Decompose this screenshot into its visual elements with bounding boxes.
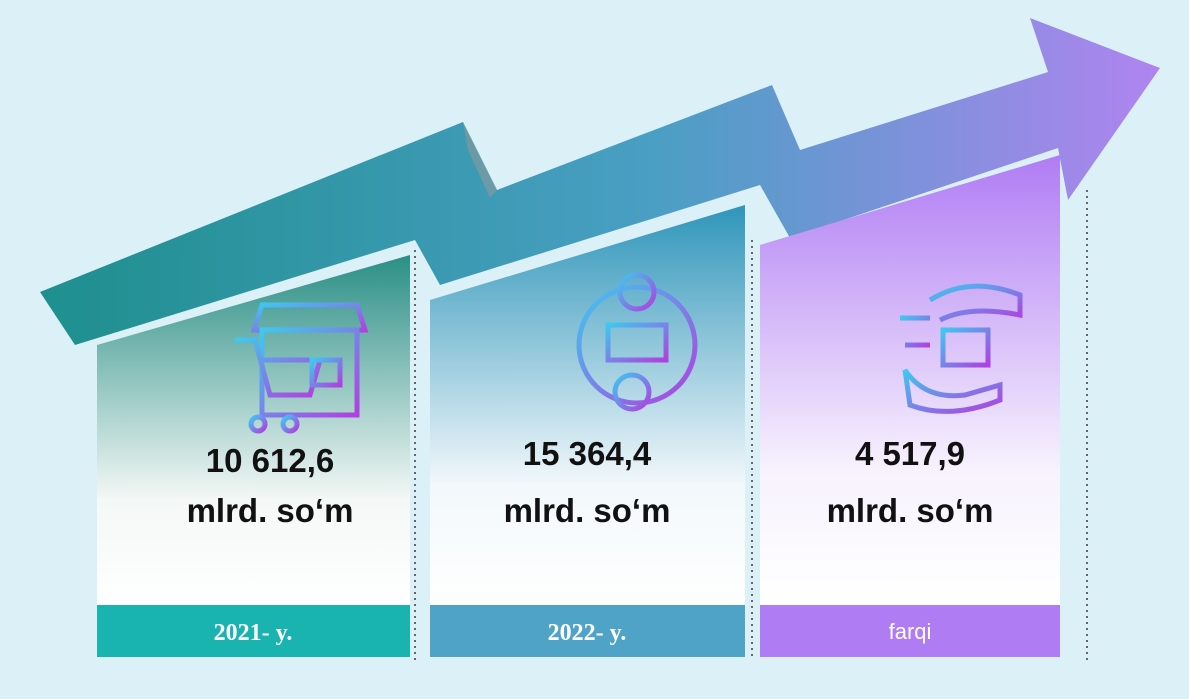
arrow — [40, 18, 1160, 345]
icon-money — [576, 272, 698, 412]
value: 15 364,4 — [523, 435, 652, 472]
unit: mlrd. so‘m — [827, 492, 994, 529]
icon-exchange — [900, 283, 1023, 414]
label: 2022- y. — [548, 620, 627, 646]
value: 4 517,9 — [855, 435, 965, 472]
label-bar — [760, 605, 1060, 657]
unit: mlrd. so‘m — [504, 492, 671, 529]
label: 2021- y. — [214, 620, 293, 646]
label-bar — [430, 605, 745, 657]
label-bar — [97, 605, 410, 657]
panel — [430, 205, 745, 605]
label: farqi — [889, 619, 932, 644]
unit: mlrd. so‘m — [187, 492, 354, 529]
icon-shop — [235, 302, 369, 434]
value: 10 612,6 — [206, 442, 334, 479]
arrow-shadow — [463, 122, 497, 198]
